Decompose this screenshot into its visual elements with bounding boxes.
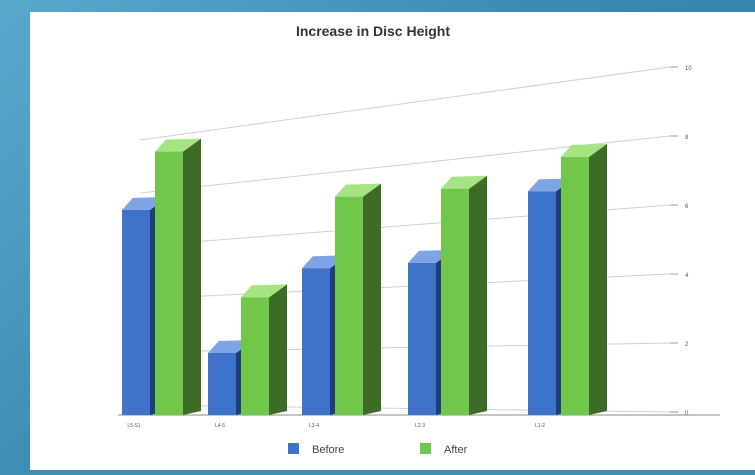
bar-side-after-l3-4	[363, 183, 381, 415]
chart-title: Increase in Disc Height	[296, 23, 450, 39]
y-tick-label: 2	[685, 342, 689, 348]
bar-side-after-l5-s1	[183, 138, 201, 415]
x-tick-label: L1-2	[535, 423, 545, 429]
gridline	[139, 66, 671, 141]
bar-top-after-l1-2	[561, 143, 607, 157]
bar-before-l4-5	[208, 353, 236, 415]
bars-layer	[122, 138, 607, 415]
bar-after-l1-2	[561, 156, 589, 415]
bar-after-l5-s1	[155, 151, 183, 415]
y-tick-label: 10	[685, 66, 692, 72]
bar-before-l1-2	[528, 191, 556, 415]
bar-top-after-l2-3	[441, 175, 487, 189]
legend-label-after: After	[444, 444, 468, 456]
bar-before-l2-3	[408, 262, 436, 415]
y-tick-label: 6	[685, 204, 689, 210]
bar-after-l3-4	[335, 196, 363, 415]
bar-top-after-l5-s1	[155, 138, 201, 152]
bar-side-after-l2-3	[469, 175, 487, 415]
y-tick-label: 4	[685, 273, 689, 279]
x-tick-label: L2-3	[415, 423, 425, 429]
x-labels-layer: L5-S1 L4-5 L3-4 L2-3 L1-2	[127, 423, 545, 429]
bar-before-l3-4	[302, 268, 330, 415]
legend-swatch-after	[420, 443, 431, 454]
x-tick-label: L3-4	[309, 423, 319, 429]
x-tick-label: L5-S1	[127, 423, 141, 429]
legend-label-before: Before	[312, 444, 344, 456]
bar-chart: Increase in Disc Height 0 2 4 6 8 10 L5-S1 L4-…	[118, 23, 720, 456]
y-tick-label: 0	[685, 411, 689, 417]
bar-after-l4-5	[241, 297, 269, 415]
legend-swatch-before	[288, 443, 299, 454]
legend: Before After	[288, 443, 468, 456]
bar-after-l2-3	[441, 188, 469, 415]
x-tick-label: L4-5	[215, 423, 225, 429]
y-tick-label: 8	[685, 135, 689, 141]
bar-before-l5-s1	[122, 209, 150, 415]
bar-side-after-l1-2	[589, 143, 607, 415]
bar-top-after-l3-4	[335, 183, 381, 197]
bar-top-after-l4-5	[241, 284, 287, 298]
bar-side-after-l4-5	[269, 284, 287, 415]
chart-panel: Increase in Disc Height 0 2 4 6 8 10 L5-S1 L4-…	[30, 12, 755, 470]
